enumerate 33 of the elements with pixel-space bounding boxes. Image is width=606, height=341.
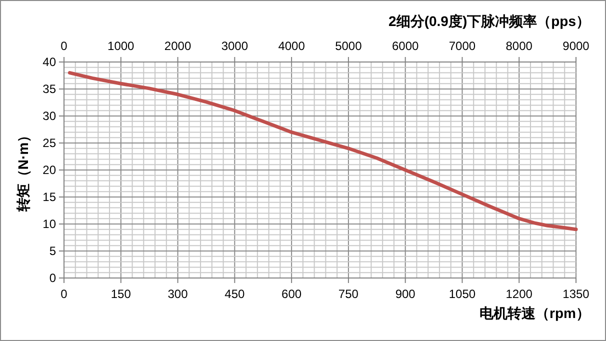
x-tick-label: 900 bbox=[395, 287, 416, 301]
y-tick-label: 20 bbox=[42, 163, 56, 177]
y-tick-label: 5 bbox=[49, 244, 56, 258]
line-series bbox=[68, 71, 578, 232]
x2-tick-label: 4000 bbox=[278, 39, 306, 53]
y-tick-label: 40 bbox=[42, 55, 56, 69]
x2-tick-label: 5000 bbox=[335, 39, 362, 53]
x2-tick-label: 1000 bbox=[108, 39, 135, 53]
x2-tick-label: 3000 bbox=[221, 39, 248, 53]
x-tick-label: 300 bbox=[168, 287, 188, 301]
x-tick-label: 600 bbox=[282, 287, 302, 301]
x2-axis-title: 2细分(0.9度)下脉冲频率（pps） bbox=[388, 13, 590, 29]
x2-tick-label: 9000 bbox=[562, 39, 590, 53]
y-tick-label: 30 bbox=[42, 109, 56, 123]
y-tick-label: 10 bbox=[42, 217, 56, 231]
x-tick-label: 150 bbox=[110, 287, 132, 301]
x2-tick-label: 7000 bbox=[448, 39, 476, 53]
y-tick-label: 15 bbox=[42, 190, 56, 204]
x2-tick-label: 8000 bbox=[506, 39, 533, 53]
y-tick-label: 35 bbox=[42, 82, 56, 96]
x-tick-label: 1350 bbox=[562, 287, 590, 301]
x2-tick-label: 0 bbox=[60, 39, 68, 53]
x2-tick-label: 6000 bbox=[392, 39, 420, 53]
y-tick-label: 0 bbox=[49, 271, 56, 285]
x-tick-label: 750 bbox=[338, 287, 359, 301]
y-tick-label: 25 bbox=[42, 136, 56, 150]
x2-tick-label: 2000 bbox=[164, 39, 192, 53]
y-axis-title: 转矩（N·m） bbox=[15, 128, 31, 213]
x-axis-title: 电机转速（rpm） bbox=[480, 305, 590, 321]
x-tick-label: 450 bbox=[224, 287, 245, 301]
x-tick-label: 1050 bbox=[448, 287, 476, 301]
x-tick-label: 1200 bbox=[506, 287, 533, 301]
x-tick-label: 0 bbox=[60, 287, 68, 301]
